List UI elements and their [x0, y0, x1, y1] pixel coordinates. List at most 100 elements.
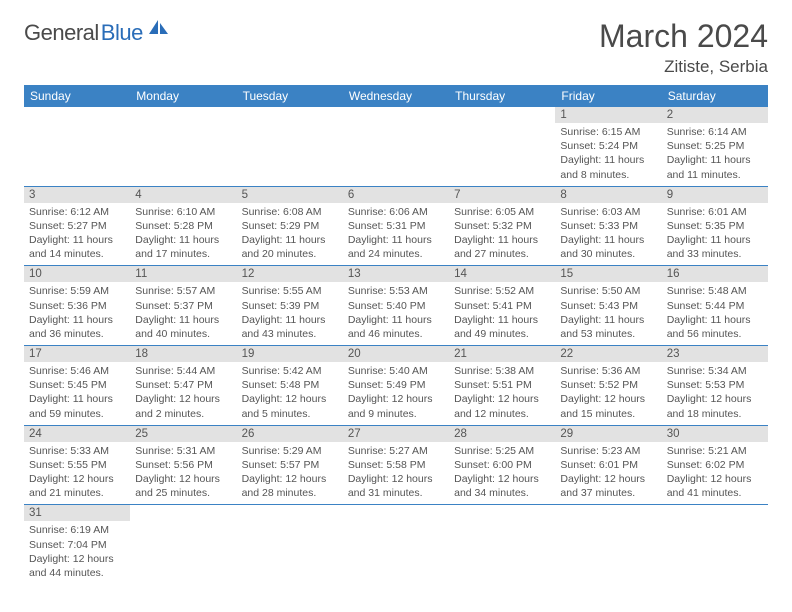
- daylight-line-2: and 43 minutes.: [242, 327, 338, 341]
- logo-text-part1: General: [24, 20, 99, 46]
- sunset-line: Sunset: 5:44 PM: [667, 299, 763, 313]
- sunrise-line: Sunrise: 5:42 AM: [242, 364, 338, 378]
- calendar-cell: 31Sunrise: 6:19 AMSunset: 7:04 PMDayligh…: [24, 505, 130, 584]
- daylight-line-1: Daylight: 11 hours: [667, 233, 763, 247]
- calendar-cell: 14Sunrise: 5:52 AMSunset: 5:41 PMDayligh…: [449, 266, 555, 346]
- weekday-header: Friday: [555, 85, 661, 107]
- calendar-cell: 30Sunrise: 5:21 AMSunset: 6:02 PMDayligh…: [662, 425, 768, 505]
- calendar-cell: 8Sunrise: 6:03 AMSunset: 5:33 PMDaylight…: [555, 186, 661, 266]
- daylight-line-1: Daylight: 12 hours: [29, 472, 125, 486]
- day-details: Sunrise: 5:50 AMSunset: 5:43 PMDaylight:…: [555, 282, 661, 345]
- day-details: Sunrise: 6:12 AMSunset: 5:27 PMDaylight:…: [24, 203, 130, 266]
- sunrise-line: Sunrise: 5:33 AM: [29, 444, 125, 458]
- location-text: Zitiste, Serbia: [599, 57, 768, 77]
- sunset-line: Sunset: 5:51 PM: [454, 378, 550, 392]
- day-number: 2: [662, 107, 768, 123]
- day-number: 22: [555, 346, 661, 362]
- day-number: 13: [343, 266, 449, 282]
- day-number: 31: [24, 505, 130, 521]
- sunrise-line: Sunrise: 5:48 AM: [667, 284, 763, 298]
- day-details: Sunrise: 6:08 AMSunset: 5:29 PMDaylight:…: [237, 203, 343, 266]
- day-number: 16: [662, 266, 768, 282]
- weekday-header: Wednesday: [343, 85, 449, 107]
- day-details: Sunrise: 5:23 AMSunset: 6:01 PMDaylight:…: [555, 442, 661, 505]
- sunset-line: Sunset: 5:53 PM: [667, 378, 763, 392]
- day-details: Sunrise: 5:40 AMSunset: 5:49 PMDaylight:…: [343, 362, 449, 425]
- sunset-line: Sunset: 5:41 PM: [454, 299, 550, 313]
- sunset-line: Sunset: 5:47 PM: [135, 378, 231, 392]
- sunrise-line: Sunrise: 6:10 AM: [135, 205, 231, 219]
- daylight-line-2: and 24 minutes.: [348, 247, 444, 261]
- sunset-line: Sunset: 7:04 PM: [29, 538, 125, 552]
- daylight-line-2: and 56 minutes.: [667, 327, 763, 341]
- day-details: Sunrise: 5:36 AMSunset: 5:52 PMDaylight:…: [555, 362, 661, 425]
- weekday-header-row: SundayMondayTuesdayWednesdayThursdayFrid…: [24, 85, 768, 107]
- sunset-line: Sunset: 5:32 PM: [454, 219, 550, 233]
- sunset-line: Sunset: 5:39 PM: [242, 299, 338, 313]
- day-details: Sunrise: 5:27 AMSunset: 5:58 PMDaylight:…: [343, 442, 449, 505]
- daylight-line-2: and 20 minutes.: [242, 247, 338, 261]
- sunset-line: Sunset: 5:36 PM: [29, 299, 125, 313]
- calendar-cell: 17Sunrise: 5:46 AMSunset: 5:45 PMDayligh…: [24, 346, 130, 426]
- sunrise-line: Sunrise: 5:25 AM: [454, 444, 550, 458]
- sunset-line: Sunset: 6:00 PM: [454, 458, 550, 472]
- daylight-line-1: Daylight: 11 hours: [29, 233, 125, 247]
- day-number: 26: [237, 426, 343, 442]
- calendar-cell: 12Sunrise: 5:55 AMSunset: 5:39 PMDayligh…: [237, 266, 343, 346]
- sunset-line: Sunset: 5:56 PM: [135, 458, 231, 472]
- day-details: Sunrise: 6:03 AMSunset: 5:33 PMDaylight:…: [555, 203, 661, 266]
- calendar-row: 17Sunrise: 5:46 AMSunset: 5:45 PMDayligh…: [24, 346, 768, 426]
- sunset-line: Sunset: 5:49 PM: [348, 378, 444, 392]
- day-number: 28: [449, 426, 555, 442]
- calendar-cell: 25Sunrise: 5:31 AMSunset: 5:56 PMDayligh…: [130, 425, 236, 505]
- day-number: 21: [449, 346, 555, 362]
- daylight-line-2: and 40 minutes.: [135, 327, 231, 341]
- calendar-cell: 26Sunrise: 5:29 AMSunset: 5:57 PMDayligh…: [237, 425, 343, 505]
- day-details: Sunrise: 5:48 AMSunset: 5:44 PMDaylight:…: [662, 282, 768, 345]
- calendar-cell-empty: [343, 505, 449, 584]
- daylight-line-2: and 33 minutes.: [667, 247, 763, 261]
- sunrise-line: Sunrise: 6:12 AM: [29, 205, 125, 219]
- sunrise-line: Sunrise: 5:55 AM: [242, 284, 338, 298]
- sunrise-line: Sunrise: 5:31 AM: [135, 444, 231, 458]
- daylight-line-2: and 44 minutes.: [29, 566, 125, 580]
- day-number: 25: [130, 426, 236, 442]
- calendar-cell: 27Sunrise: 5:27 AMSunset: 5:58 PMDayligh…: [343, 425, 449, 505]
- daylight-line-2: and 15 minutes.: [560, 407, 656, 421]
- sunrise-line: Sunrise: 6:03 AM: [560, 205, 656, 219]
- sunset-line: Sunset: 5:57 PM: [242, 458, 338, 472]
- daylight-line-1: Daylight: 11 hours: [348, 313, 444, 327]
- sunset-line: Sunset: 6:02 PM: [667, 458, 763, 472]
- sail-icon: [147, 18, 171, 41]
- day-details: Sunrise: 6:06 AMSunset: 5:31 PMDaylight:…: [343, 203, 449, 266]
- calendar-cell: 11Sunrise: 5:57 AMSunset: 5:37 PMDayligh…: [130, 266, 236, 346]
- day-number: 5: [237, 187, 343, 203]
- day-details: Sunrise: 6:05 AMSunset: 5:32 PMDaylight:…: [449, 203, 555, 266]
- sunrise-line: Sunrise: 5:40 AM: [348, 364, 444, 378]
- day-details: Sunrise: 6:10 AMSunset: 5:28 PMDaylight:…: [130, 203, 236, 266]
- daylight-line-1: Daylight: 11 hours: [135, 233, 231, 247]
- daylight-line-2: and 27 minutes.: [454, 247, 550, 261]
- day-details: Sunrise: 5:57 AMSunset: 5:37 PMDaylight:…: [130, 282, 236, 345]
- logo: GeneralBlue: [24, 18, 171, 47]
- daylight-line-1: Daylight: 12 hours: [454, 472, 550, 486]
- calendar-cell: 3Sunrise: 6:12 AMSunset: 5:27 PMDaylight…: [24, 186, 130, 266]
- sunrise-line: Sunrise: 5:53 AM: [348, 284, 444, 298]
- day-details: Sunrise: 6:19 AMSunset: 7:04 PMDaylight:…: [24, 521, 130, 584]
- calendar-cell: 24Sunrise: 5:33 AMSunset: 5:55 PMDayligh…: [24, 425, 130, 505]
- sunset-line: Sunset: 5:52 PM: [560, 378, 656, 392]
- day-number: 8: [555, 187, 661, 203]
- header: GeneralBlue March 2024 Zitiste, Serbia: [24, 18, 768, 77]
- daylight-line-2: and 59 minutes.: [29, 407, 125, 421]
- daylight-line-2: and 21 minutes.: [29, 486, 125, 500]
- calendar-body: 1Sunrise: 6:15 AMSunset: 5:24 PMDaylight…: [24, 107, 768, 584]
- day-details: Sunrise: 5:44 AMSunset: 5:47 PMDaylight:…: [130, 362, 236, 425]
- sunset-line: Sunset: 5:37 PM: [135, 299, 231, 313]
- sunset-line: Sunset: 5:40 PM: [348, 299, 444, 313]
- daylight-line-1: Daylight: 12 hours: [454, 392, 550, 406]
- calendar-cell-empty: [237, 107, 343, 186]
- logo-text-part2: Blue: [101, 20, 143, 46]
- calendar-cell: 9Sunrise: 6:01 AMSunset: 5:35 PMDaylight…: [662, 186, 768, 266]
- sunrise-line: Sunrise: 5:23 AM: [560, 444, 656, 458]
- sunrise-line: Sunrise: 5:59 AM: [29, 284, 125, 298]
